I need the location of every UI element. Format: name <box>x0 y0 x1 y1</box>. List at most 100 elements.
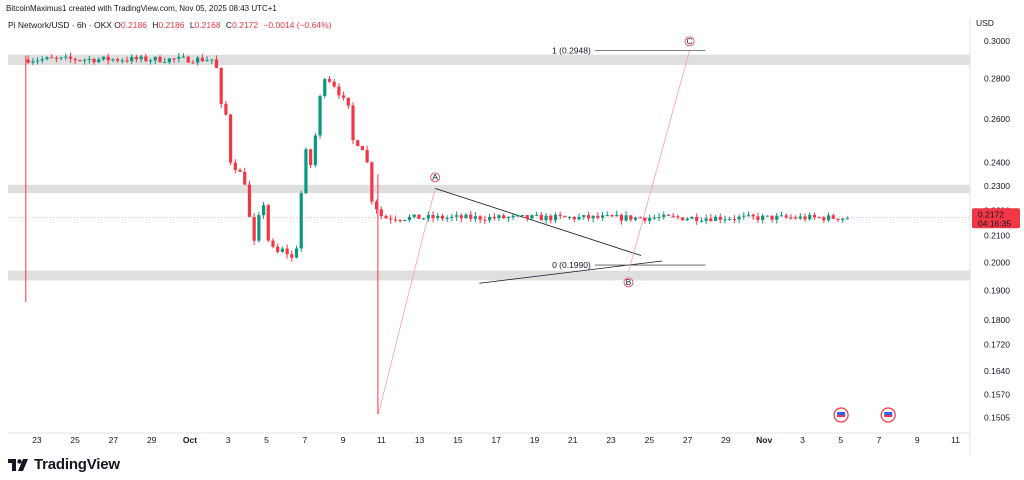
candle-body <box>539 214 543 221</box>
time-axis[interactable]: 23 25 27 29 Oct 3 5 7 9 11 13 15 17 19 21 23 25 27 29 Nov 3 5… <box>32 435 960 445</box>
ohlc-legend: Pi Network/USD · 6h · OKX O0.2186 H0.218… <box>8 20 335 30</box>
candle-body <box>158 56 162 63</box>
attribution-text: BitcoinMaximus1 created with TradingView… <box>6 4 277 13</box>
candle-body <box>746 214 751 216</box>
candle-body <box>577 216 581 220</box>
grid <box>8 18 971 455</box>
candle-body <box>690 216 694 219</box>
candle-body <box>422 218 426 220</box>
candle-body <box>210 59 214 61</box>
fib-level-label: 1 (0.2948) <box>552 45 591 55</box>
candle-body <box>426 214 430 219</box>
x-tick-label: 25 <box>645 435 655 445</box>
candle-body <box>681 217 685 221</box>
calendar-flag-icon[interactable] <box>880 407 896 423</box>
candle-body <box>535 214 539 216</box>
candle-body <box>181 56 186 58</box>
y-tick-label: 0.1505 <box>984 413 1010 423</box>
x-tick-label: 3 <box>800 435 805 445</box>
candle-body <box>487 216 492 221</box>
event-icon-stripe <box>837 415 846 417</box>
annotations: 1 (0.2948) 0 (0.1990) A B C <box>8 36 970 288</box>
candle-body <box>610 215 614 217</box>
candle-body <box>393 219 397 221</box>
candle-body <box>652 217 656 219</box>
price-axis[interactable]: 0.30000.28000.26000.24000.23000.22000.21… <box>972 18 1020 423</box>
candle-body <box>586 215 591 219</box>
x-tick-label: Oct <box>183 435 197 445</box>
open-value: 0.2186 <box>120 20 147 30</box>
candle-body <box>459 215 463 219</box>
y-tick-label: 0.2400 <box>984 158 1010 168</box>
candle-body <box>407 216 412 220</box>
x-tick-label: 13 <box>415 435 425 445</box>
candle-body <box>497 215 501 219</box>
open-label: O <box>114 20 121 30</box>
candle-body <box>403 219 407 221</box>
high-label: H <box>152 20 159 30</box>
candle-body <box>817 217 821 219</box>
candle-body <box>68 56 73 59</box>
y-tick-label: 0.2300 <box>984 181 1010 191</box>
x-tick-label: 11 <box>951 435 960 445</box>
candle-body <box>26 59 30 63</box>
candle-body <box>111 59 115 61</box>
candle-body <box>186 56 190 63</box>
candle-body <box>73 58 77 61</box>
candle-body <box>516 215 520 217</box>
candle-body <box>822 217 826 221</box>
tradingview-brand[interactable]: TradingView <box>8 456 120 473</box>
candle-body <box>134 56 139 60</box>
symbol-label[interactable]: Pi Network/USD · 6h · OKX <box>8 20 112 30</box>
candle-body <box>266 205 270 241</box>
candle-body <box>699 220 704 222</box>
candle-body <box>337 86 341 96</box>
y-tick-label: 0.3000 <box>984 36 1010 46</box>
candle-body <box>445 217 449 219</box>
candle-body <box>826 215 831 221</box>
wave-point-b-marker <box>623 277 634 288</box>
candle-body <box>412 214 416 217</box>
candle-body <box>177 56 181 59</box>
candle-body <box>205 60 209 62</box>
event-icon-flag <box>837 412 846 417</box>
candle-body <box>544 215 548 221</box>
candle-body <box>59 57 63 59</box>
candle-body <box>582 215 586 217</box>
event-markers[interactable] <box>833 407 896 423</box>
candle-body <box>502 215 506 219</box>
zone-1 <box>8 54 970 66</box>
x-tick-label: 9 <box>915 435 920 445</box>
last-price-badge <box>972 208 1020 229</box>
candle-body <box>247 184 252 217</box>
candle-body <box>318 96 322 136</box>
x-tick-label: 15 <box>453 435 463 445</box>
candle-body <box>455 215 459 217</box>
calendar-flag-icon[interactable] <box>833 407 849 423</box>
candle-body <box>558 214 562 216</box>
y-tick-label: 0.1800 <box>984 315 1010 325</box>
candle-body <box>285 248 289 255</box>
event-icon-stripe <box>884 415 893 417</box>
triangle-upper-line <box>435 187 642 256</box>
candle-body <box>572 217 576 220</box>
candle-body <box>384 215 388 219</box>
x-tick-label: 21 <box>568 435 578 445</box>
candle-body <box>163 62 167 64</box>
low-label: L <box>189 20 195 30</box>
wave-line-a <box>377 188 436 415</box>
candle-body <box>379 209 383 216</box>
x-tick-label: 29 <box>721 435 731 445</box>
wave-point-b-label: B <box>626 277 632 287</box>
close-value: 0.2172 <box>232 20 259 30</box>
candle-body <box>233 162 237 170</box>
y-tick-label: 0.1570 <box>984 390 1010 400</box>
candle-body <box>511 215 515 218</box>
candle-body <box>238 169 242 172</box>
candle-body <box>478 216 482 220</box>
candle-body <box>751 214 755 217</box>
candle-body <box>153 56 157 61</box>
candle-body <box>196 57 200 63</box>
candle-body <box>624 215 628 221</box>
